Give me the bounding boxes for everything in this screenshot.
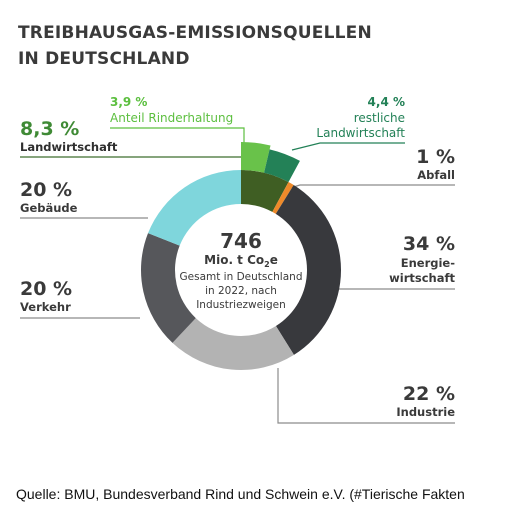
sub-slice-restliche-landwirtschaft	[264, 149, 300, 183]
chart-title-line-2: IN DEUTSCHLAND	[18, 49, 190, 69]
value-label-energiewirtschaft: 34 %	[403, 233, 455, 255]
center-unit-main: Mio. t Co	[204, 253, 264, 267]
slice-gebaeude	[148, 170, 241, 246]
value-label-verkehr: 20 %	[20, 278, 72, 300]
value-label-landwirtschaft: 8,3 %	[20, 118, 79, 140]
sub-slice-rinderhaltung	[241, 142, 271, 173]
leader-line-abfall	[289, 184, 455, 189]
value-label-restliche-landwirtschaft: 4,4 %	[368, 95, 405, 109]
center-line-2: in 2022, nach	[205, 285, 277, 297]
center-unit-sub: 2	[264, 260, 270, 269]
center-line-3: Industriezweigen	[196, 299, 286, 311]
center-unit: Mio. t Co2e	[204, 253, 278, 269]
value-label-abfall: 1 %	[416, 146, 455, 168]
category-label-gebaeude: Gebäude	[20, 201, 78, 215]
source-note: Quelle: BMU, Bundesverband Rind und Schw…	[16, 486, 465, 502]
slice-industrie	[172, 318, 294, 370]
donut-slices	[141, 170, 341, 370]
leader-line-landwirtschaft	[20, 156, 245, 172]
category-label-landwirtschaft: Landwirtschaft	[20, 140, 118, 154]
leader-line-industrie	[277, 368, 455, 424]
agriculture-breakout-slices	[241, 142, 300, 183]
leader-line-restliche	[291, 142, 405, 151]
category-label-rinderhaltung: Anteil Rinderhaltung	[110, 111, 233, 125]
value-label-industrie: 22 %	[403, 383, 455, 405]
slice-energie-wirtschaft	[275, 185, 341, 355]
center-total-value: 746	[220, 229, 262, 253]
category-label-energie-line-2: wirtschaft	[389, 271, 455, 285]
category-label-abfall: Abfall	[417, 168, 455, 182]
category-label-energie-line-1: Energie-	[401, 256, 455, 270]
category-label-verkehr: Verkehr	[20, 300, 71, 314]
leader-line-rinderhaltung	[110, 127, 245, 145]
value-label-gebaeude: 20 %	[20, 179, 72, 201]
slice-abfall	[272, 182, 294, 214]
center-unit-suffix: e	[270, 253, 278, 267]
category-label-industrie: Industrie	[396, 405, 455, 419]
slice-landwirtschaft	[241, 170, 289, 212]
center-line-1: Gesamt in Deutschland	[180, 271, 303, 283]
value-label-rinderhaltung: 3,9 %	[110, 95, 147, 109]
chart-title-line-1: TREIBHAUSGAS-EMISSIONSQUELLEN	[18, 23, 372, 43]
slice-verkehr	[141, 233, 196, 343]
category-label-restliche-line-1: restliche	[354, 111, 405, 125]
category-label-restliche-line-2: Landwirtschaft	[316, 126, 405, 140]
